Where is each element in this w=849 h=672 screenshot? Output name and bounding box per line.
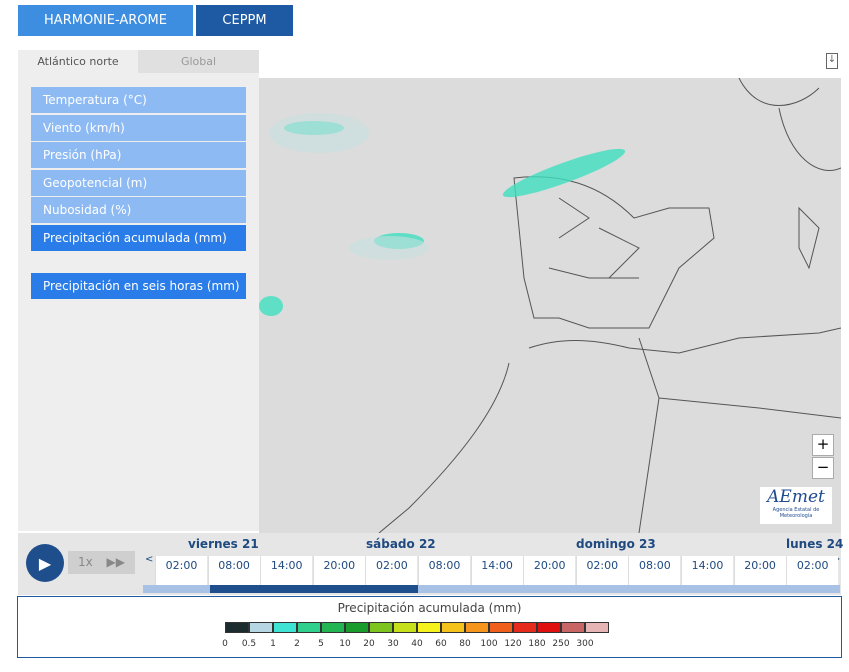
day-label: sábado 22 bbox=[366, 537, 436, 551]
time-cell[interactable]: 08:00 bbox=[207, 556, 260, 585]
menu-item[interactable]: Presión (hPa) bbox=[31, 142, 246, 169]
time-cell[interactable]: 02:00 bbox=[575, 556, 628, 585]
region-tab[interactable]: Atlántico norte bbox=[18, 50, 138, 73]
legend-label: 80 bbox=[459, 639, 471, 649]
legend-swatch bbox=[321, 622, 345, 633]
legend-label: 300 bbox=[576, 639, 594, 649]
prev-arrow[interactable]: < bbox=[145, 554, 154, 565]
time-cell[interactable]: 20:00 bbox=[733, 556, 786, 585]
time-cell[interactable]: 20:00 bbox=[312, 556, 365, 585]
legend-label: 100 bbox=[480, 639, 498, 649]
time-cell[interactable]: 14:00 bbox=[470, 556, 523, 585]
legend-label: 250 bbox=[552, 639, 570, 649]
legend-label: 0 bbox=[222, 639, 228, 649]
legend-swatch bbox=[489, 622, 513, 633]
legend-swatch bbox=[417, 622, 441, 633]
legend-swatch bbox=[249, 622, 273, 633]
legend-label: 20 bbox=[363, 639, 375, 649]
speed[interactable]: 1x ▶▶ bbox=[68, 551, 135, 574]
time-cell[interactable]: 14:00 bbox=[260, 556, 313, 585]
menu-item[interactable]: Precipitación acumulada (mm) bbox=[31, 225, 246, 251]
zoom-out[interactable]: − bbox=[812, 457, 834, 479]
logo-brand: AEmet bbox=[767, 487, 825, 507]
legend-label: 30 bbox=[387, 639, 399, 649]
time-cell[interactable]: 08:00 bbox=[418, 556, 470, 585]
time-cell[interactable]: 02:00 bbox=[155, 556, 207, 585]
legend-swatch bbox=[465, 622, 489, 633]
day-label: lunes 24 bbox=[786, 537, 844, 551]
menu-item[interactable]: Geopotencial (m) bbox=[31, 169, 246, 196]
legend-swatch bbox=[441, 622, 465, 633]
legend-swatch bbox=[273, 622, 297, 633]
time-cell[interactable]: 08:00 bbox=[628, 556, 681, 585]
legend-swatch bbox=[393, 622, 417, 633]
time-cell[interactable]: 02:00 bbox=[786, 556, 839, 585]
day-label: domingo 23 bbox=[576, 537, 656, 551]
legend-swatch bbox=[537, 622, 561, 633]
menu-item[interactable]: Precipitación en seis horas (mm) bbox=[31, 273, 246, 299]
zoom-in[interactable]: + bbox=[812, 434, 834, 456]
region-tab[interactable]: Global bbox=[138, 50, 259, 73]
logo-subtitle: Agencia Estatal de Meteorología bbox=[772, 507, 820, 519]
legend-label: 1 bbox=[270, 639, 276, 649]
legend-label: 180 bbox=[528, 639, 546, 649]
legend-title: Precipitación acumulada (mm) bbox=[337, 601, 522, 615]
legend-swatch bbox=[513, 622, 537, 633]
progress-range[interactable] bbox=[210, 585, 418, 593]
menu-item[interactable]: Nubosidad (%) bbox=[31, 197, 246, 224]
legend-swatch bbox=[561, 622, 585, 633]
model-tab[interactable]: HARMONIE-AROME bbox=[18, 5, 193, 36]
speed-label: 1x bbox=[78, 555, 93, 569]
legend-label: 60 bbox=[435, 639, 447, 649]
legend-swatch bbox=[345, 622, 369, 633]
legend-label: 2 bbox=[294, 639, 300, 649]
legend-swatch bbox=[369, 622, 393, 633]
legend-label: 40 bbox=[411, 639, 423, 649]
legend-swatch bbox=[225, 622, 249, 633]
time-cell[interactable]: 02:00 bbox=[365, 556, 418, 585]
menu-item[interactable]: Viento (km/h) bbox=[31, 114, 246, 141]
legend-swatch bbox=[585, 622, 609, 633]
legend-label: 10 bbox=[339, 639, 351, 649]
legend-swatch bbox=[297, 622, 321, 633]
time-cell[interactable]: 20:00 bbox=[523, 556, 576, 585]
logo: AEmet Agencia Estatal de Meteorología bbox=[760, 487, 832, 524]
time-cell[interactable]: 14:00 bbox=[681, 556, 733, 585]
legend-label: 120 bbox=[504, 639, 522, 649]
legend-label: 5 bbox=[318, 639, 324, 649]
download-icon[interactable]: ↓ bbox=[826, 53, 838, 69]
legend-label: 0.5 bbox=[241, 639, 257, 649]
play-button[interactable]: ▶ bbox=[26, 544, 64, 582]
model-tab[interactable]: CEPPM bbox=[196, 5, 293, 36]
menu-item[interactable]: Temperatura (°C) bbox=[31, 87, 246, 113]
map bbox=[259, 78, 841, 533]
progress-track[interactable] bbox=[143, 585, 840, 593]
day-label: viernes 21 bbox=[188, 537, 259, 551]
